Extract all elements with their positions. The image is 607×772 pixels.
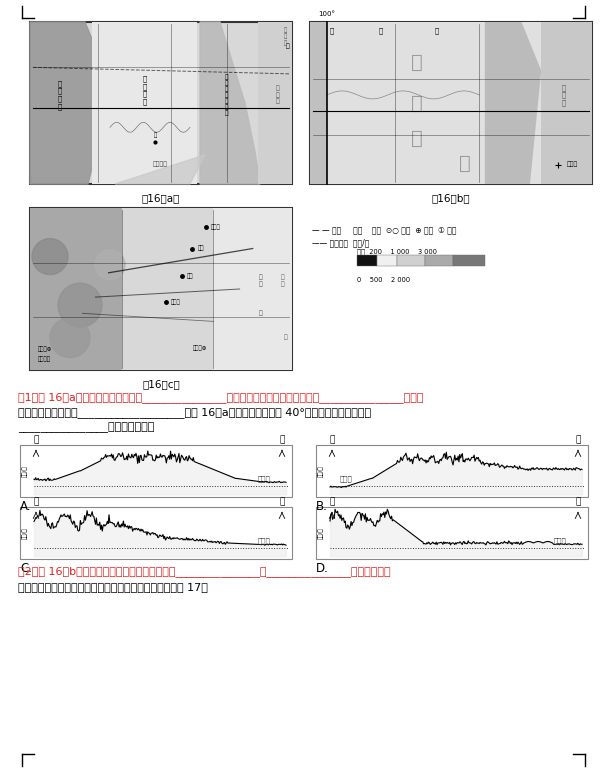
Bar (30, 208, 292, 370)
Text: 纽约: 纽约 (197, 245, 204, 252)
Circle shape (95, 249, 125, 279)
Text: 西: 西 (33, 435, 39, 444)
Bar (541, 22, 592, 184)
Text: 地势的大总体特征是___________________。图 16（a）所示区域沿北纬 40°绫的地形剖面示意图是: 地势的大总体特征是___________________。图 16（a）所示区域… (18, 408, 371, 418)
Bar (20, 445, 292, 497)
Bar (397, 255, 425, 266)
Text: B.: B. (316, 499, 328, 513)
Text: 巴尔的摩: 巴尔的摩 (38, 357, 51, 362)
Text: 华盛顿: 华盛顿 (171, 300, 181, 305)
Text: 东: 东 (279, 497, 285, 506)
Text: 西: 西 (330, 497, 334, 506)
Bar (310, 22, 592, 184)
Circle shape (32, 239, 68, 275)
Text: 中: 中 (435, 27, 439, 34)
Bar (310, 22, 592, 184)
Text: 海拔/米: 海拔/米 (22, 527, 28, 539)
Text: 洋: 洋 (259, 310, 262, 316)
Text: （1）图 16（a）所示区域的东北部为_______________山脉，中部为中部平原，西部为_______________山脉；: （1）图 16（a）所示区域的东北部为_______________山脉，中部为… (18, 392, 424, 404)
Bar (310, 22, 327, 184)
Text: 中: 中 (412, 53, 423, 72)
Text: （2）图 16（b）中，中部平原的总体地势特征为_______________高_______________低。该平原为: （2）图 16（b）中，中部平原的总体地势特征为_______________高… (18, 567, 391, 577)
Bar (316, 507, 588, 559)
Text: ________________（单项选择）。: ________________（单项选择）。 (18, 422, 154, 433)
Text: 泥地  200    1 000    3 000: 泥地 200 1 000 3 000 (357, 249, 437, 256)
Text: 中
部
平
原: 中 部 平 原 (143, 76, 147, 105)
Text: 华盛顿: 华盛顿 (567, 162, 578, 168)
Polygon shape (30, 22, 100, 184)
Text: 大
西
洋: 大 西 洋 (561, 84, 566, 106)
Circle shape (58, 283, 102, 327)
Text: 大西洋: 大西洋 (554, 537, 566, 544)
Text: 墨西哥湾: 墨西哥湾 (152, 162, 168, 168)
Text: 东: 东 (279, 435, 285, 444)
Text: 落
基
山
脉: 落 基 山 脉 (58, 80, 62, 110)
Text: 大西洋: 大西洋 (257, 476, 270, 482)
Text: D.: D. (316, 561, 329, 574)
Text: —— 高速公路  陆高/米: —— 高速公路 陆高/米 (312, 239, 370, 248)
Bar (121, 208, 214, 370)
Circle shape (50, 317, 90, 357)
Text: A.: A. (20, 499, 32, 513)
Polygon shape (485, 22, 541, 184)
Text: 华盛顿⊕: 华盛顿⊕ (38, 347, 52, 352)
Bar (214, 208, 292, 370)
Text: 里: 里 (378, 27, 382, 34)
Text: 东: 东 (575, 435, 581, 444)
Text: 原: 原 (459, 154, 471, 172)
Bar (30, 22, 292, 184)
Text: 海拔/米: 海拔/米 (318, 527, 324, 539)
Text: 西: 西 (330, 435, 334, 444)
Bar (20, 507, 292, 559)
Text: 大
西: 大 西 (280, 275, 284, 287)
Text: 东: 东 (575, 497, 581, 506)
Bar (92, 22, 197, 184)
Text: 重要的农业区，分析当地农业生产的自然条件，完成框图 17。: 重要的农业区，分析当地农业生产的自然条件，完成框图 17。 (18, 582, 208, 592)
Bar (453, 255, 485, 266)
Text: 海拔/米: 海拔/米 (318, 466, 324, 477)
Text: 太
平
洋: 太 平 洋 (283, 27, 287, 46)
Bar (316, 445, 588, 497)
Text: 波士顿⊕: 波士顿⊕ (192, 345, 207, 350)
Text: 0    500    2 000: 0 500 2 000 (357, 277, 410, 283)
Text: 洋: 洋 (283, 335, 287, 340)
Text: 西: 西 (33, 497, 39, 506)
Text: 巴: 巴 (154, 132, 157, 138)
Text: 图16（a）: 图16（a） (142, 193, 180, 203)
Bar (425, 255, 453, 266)
Text: 西: 西 (286, 43, 290, 49)
Text: 部: 部 (412, 93, 423, 113)
Text: 图16（c）: 图16（c） (142, 379, 180, 389)
Text: 大西洋: 大西洋 (257, 537, 270, 544)
Bar (258, 22, 292, 184)
Text: 费城: 费城 (187, 273, 194, 279)
Text: 阿
巴
拉
契
亚
山
脉: 阿 巴 拉 契 亚 山 脉 (224, 74, 228, 116)
Polygon shape (115, 155, 205, 184)
Text: 密: 密 (330, 27, 334, 34)
Text: 大西洋: 大西洋 (340, 476, 353, 482)
Bar (357, 255, 377, 266)
Text: — — 国界     河湖    运河  ⊙○ 城市  ⊕ 机场  ① 港口: — — 国界 河湖 运河 ⊙○ 城市 ⊕ 机场 ① 港口 (312, 225, 456, 235)
Text: 大
西
洋: 大 西 洋 (276, 86, 280, 104)
Text: C.: C. (20, 561, 32, 574)
Text: 图16（b）: 图16（b） (432, 193, 470, 203)
Text: 海拔/米: 海拔/米 (22, 466, 28, 477)
Text: 平: 平 (412, 129, 423, 148)
Bar (377, 255, 397, 266)
Text: 波士顿: 波士顿 (211, 225, 220, 230)
Polygon shape (200, 22, 260, 184)
Text: 100°: 100° (319, 11, 336, 17)
Text: 大
西: 大 西 (259, 275, 262, 287)
Bar (30, 208, 121, 370)
